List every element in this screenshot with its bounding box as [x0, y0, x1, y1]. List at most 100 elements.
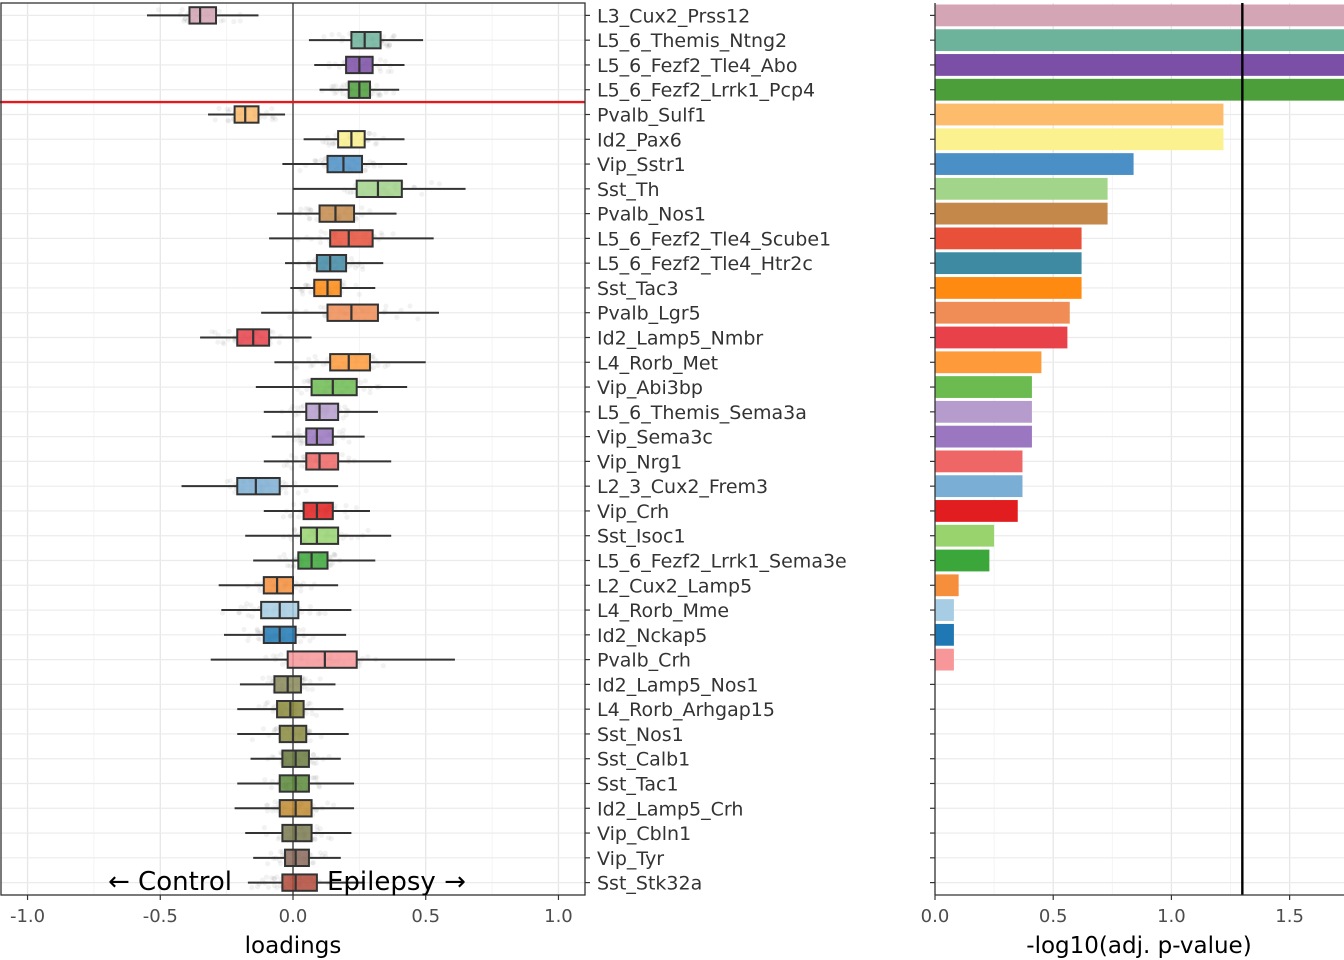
jitter-point [377, 91, 383, 97]
jitter-point [309, 860, 316, 866]
jitter-point [380, 41, 386, 47]
jitter-point [295, 427, 302, 433]
jitter-point [309, 686, 315, 693]
jitter-point [266, 675, 272, 681]
jitter-point [209, 329, 215, 335]
jitter-point [307, 215, 313, 221]
jitter-point [336, 429, 342, 435]
bar-Vip_Sema3c [935, 425, 1032, 448]
jitter-point [333, 83, 339, 89]
jitter-point [268, 875, 275, 881]
jitter-point [307, 738, 313, 744]
jitter-point [293, 579, 299, 586]
jitter-point [270, 653, 276, 659]
jitter-point [329, 84, 335, 90]
jitter-point [212, 117, 218, 123]
category-label: L4_Rorb_Met [597, 352, 718, 374]
category-label: Pvalb_Lgr5 [597, 303, 701, 325]
category-label: Vip_Crh [597, 501, 669, 523]
jitter-point [263, 701, 269, 707]
jitter-point [365, 527, 371, 534]
jitter-point [277, 554, 283, 560]
jitter-point [314, 823, 320, 830]
jitter-point [224, 478, 230, 485]
jitter-point [274, 885, 280, 891]
jitter-point [343, 503, 349, 509]
jitter-point [326, 140, 332, 146]
jitter-point [265, 802, 271, 808]
category-label: Vip_Nrg1 [597, 451, 682, 473]
jitter-point [260, 675, 266, 681]
jitter-point [321, 304, 328, 311]
jitter-point [275, 836, 281, 842]
jitter-point [350, 189, 356, 195]
jitter-point [340, 535, 346, 541]
jitter-point [312, 775, 319, 781]
jitter-point [155, 7, 162, 13]
jitter-point [330, 83, 337, 89]
box-L3_Cux2_Prss12 [147, 6, 259, 25]
jitter-point [374, 140, 380, 146]
box-body [305, 452, 340, 471]
box-Vip_Tyr [253, 848, 341, 868]
jitter-point [273, 725, 279, 731]
category-label: L5_6_Fezf2_Tle4_Htr2c [597, 253, 813, 275]
jitter-point [352, 265, 359, 271]
jitter-point [383, 303, 389, 309]
bar-Vip_Abi3bp [935, 376, 1032, 398]
box-Sst_Th [293, 179, 466, 199]
category-label: Vip_Sstr1 [597, 154, 686, 176]
jitter-point [307, 678, 313, 685]
box-Sst_Tac1 [237, 774, 355, 793]
jitter-point [331, 551, 338, 558]
jitter-point [365, 654, 371, 660]
jitter-point [358, 379, 364, 386]
jitter-point [295, 490, 301, 496]
category-label: Sst_Nos1 [597, 724, 684, 746]
jitter-point [278, 860, 284, 867]
x-tick-label: 1.0 [544, 906, 573, 927]
jitter-point [242, 604, 248, 610]
box-L5_6_Themis_Ntng2 [308, 30, 424, 50]
jitter-point [346, 439, 352, 445]
jitter-point [179, 7, 185, 13]
jitter-point [318, 734, 324, 740]
category-label: Sst_Tac3 [597, 278, 679, 300]
jitter-point [323, 139, 329, 146]
jitter-point [224, 106, 230, 112]
box-body [326, 303, 379, 322]
jitter-point [249, 614, 255, 620]
jitter-point [353, 282, 359, 288]
jitter-point [328, 836, 334, 842]
jitter-point [380, 33, 387, 40]
jitter-point [340, 431, 346, 437]
jitter-point [309, 775, 315, 781]
loadings-boxplot-panel: -1.0 -0.5 0.0 0.5 1.0 [0, 2, 586, 927]
left-x-axis-title: loadings [245, 933, 342, 959]
jitter-point [312, 158, 319, 164]
jitter-point [375, 90, 381, 96]
jitter-point [305, 282, 311, 289]
category-label: L2_Cux2_Lamp5 [597, 575, 752, 597]
box-body [315, 253, 348, 273]
jitter-point [303, 282, 309, 288]
jitter-point [280, 661, 286, 668]
jitter-point [317, 239, 324, 246]
jitter-point [298, 206, 304, 212]
jitter-point [297, 168, 303, 174]
box-body [278, 774, 310, 793]
jitter-point [367, 208, 373, 214]
jitter-point [215, 339, 221, 345]
jitter-point [340, 35, 346, 41]
jitter-point [310, 634, 316, 640]
bar-L2_Cux2_Lamp5 [935, 574, 959, 597]
jitter-point [313, 760, 319, 766]
jitter-point [343, 412, 349, 418]
jitter-point [264, 808, 271, 814]
jitter-point [287, 563, 293, 569]
jitter-point [289, 403, 296, 410]
jitter-point [317, 676, 323, 682]
category-labels: L3_Cux2_Prss12 L5_6_Themis_Ntng2 L5_6_Fezf… [585, 5, 847, 895]
box-L5_6_Fezf2_Lrrk1_Sema3e [253, 551, 376, 570]
jitter-point [332, 90, 338, 97]
